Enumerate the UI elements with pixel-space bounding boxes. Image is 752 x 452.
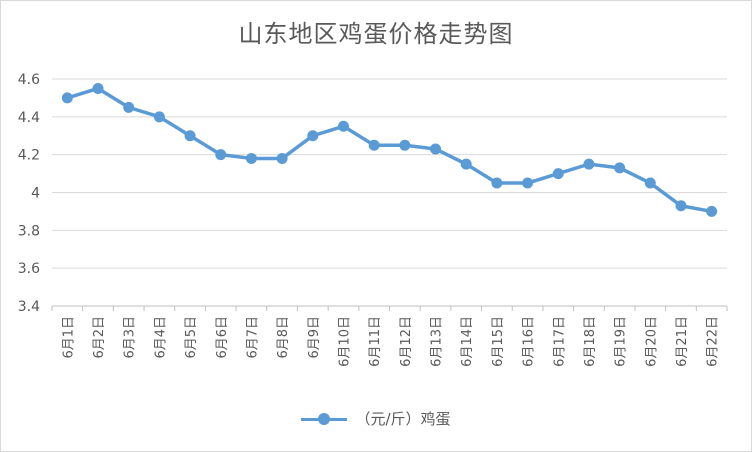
x-tick-label: 6月2日 [92,316,107,359]
x-tick-label: 6月16日 [522,316,537,367]
series-line [65,86,714,214]
x-tick-label: 6月17日 [552,316,567,367]
data-point [276,152,288,164]
data-point [552,168,564,180]
x-tick-label: 6月8日 [276,316,291,359]
data-point [583,158,595,170]
x-tick-label: 6月19日 [614,316,629,367]
x-tick-label: 6月5日 [184,316,199,359]
y-tick-label: 4.6 [18,72,40,88]
y-tick-label: 4.2 [18,148,40,164]
x-tick-label: 6月3日 [123,316,138,359]
x-tick-label: 6月20日 [644,316,659,367]
data-point [153,111,165,123]
data-point [215,149,227,161]
chart-title: 山东地区鸡蛋价格走势图 [238,20,514,48]
data-point [675,200,687,212]
data-point [368,139,380,151]
x-tick-label: 6月6日 [215,316,230,359]
data-point [644,177,656,189]
data-point [245,152,257,164]
data-point [123,101,135,113]
y-tick-label: 4.4 [18,110,40,126]
x-tick-label: 6月4日 [153,316,168,359]
x-tick-label: 6月11日 [368,316,383,367]
x-tick-label: 6月12日 [399,316,414,367]
x-tick-label: 6月21日 [675,316,690,367]
data-point [522,177,534,189]
legend: （元/斤）鸡蛋 [0,408,752,429]
data-point [430,143,442,155]
data-point [337,120,349,132]
data-point [491,177,503,189]
y-tick-label: 4 [31,186,40,202]
data-point [706,205,718,217]
x-tick-label: 6月7日 [245,316,260,359]
y-tick-label: 3.8 [18,223,40,239]
x-tick-label: 6月14日 [460,316,475,367]
data-point [307,130,319,142]
data-point [614,162,626,174]
x-tick-label: 6月9日 [307,316,322,359]
data-point [460,158,472,170]
y-tick-label: 3.6 [18,261,40,277]
data-point [184,130,196,142]
x-tick-label: 6月15日 [491,316,506,367]
y-tick-label: 3.4 [18,299,40,315]
legend-label: （元/斤）鸡蛋 [355,410,451,428]
data-point [92,82,104,94]
data-point [399,139,411,151]
data-point [61,92,73,104]
x-tick-label: 6月18日 [583,316,598,367]
x-tick-label: 6月22日 [706,316,721,367]
x-tick-label: 6月13日 [430,316,445,367]
x-tick-label: 6月10日 [337,316,352,367]
x-tick-label: 6月1日 [61,316,76,359]
legend-marker [301,411,348,427]
